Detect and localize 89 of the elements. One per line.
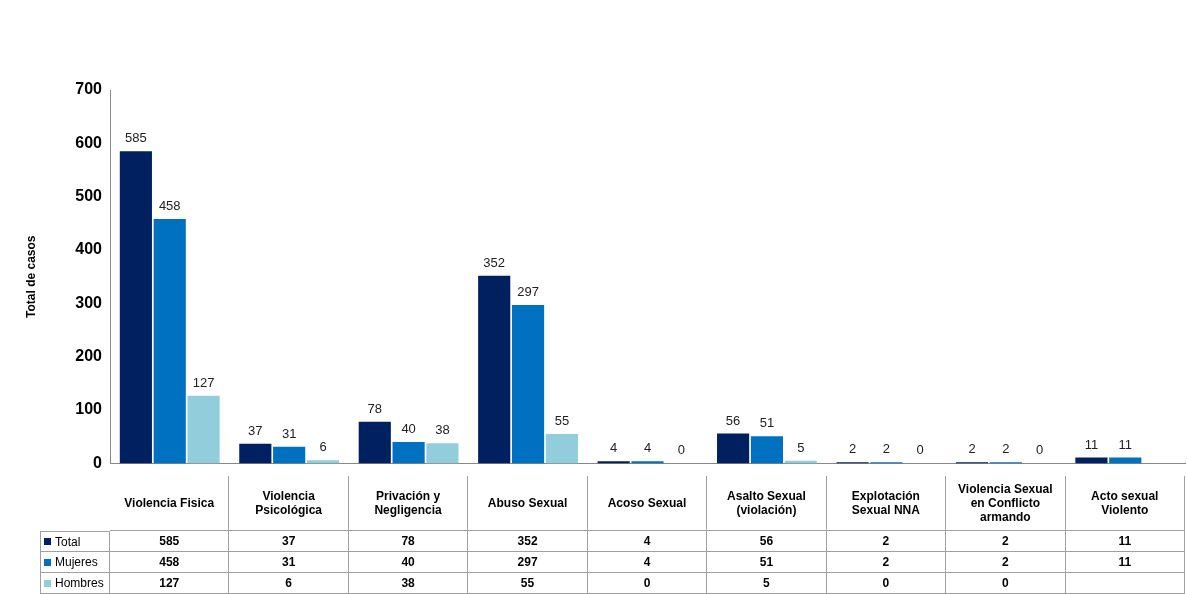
- annotation: 585: [125, 130, 147, 146]
- y-tick-label: 400: [75, 240, 103, 258]
- y-tick-label: 100: [75, 400, 103, 418]
- annotation: 11: [1084, 436, 1099, 452]
- bar: [153, 219, 186, 464]
- data-label: 11: [1065, 552, 1185, 573]
- bar: [119, 151, 152, 464]
- x-tick-label: Violencia Psicológica: [229, 476, 349, 531]
- annotation: 38: [435, 422, 450, 438]
- data-label: 2: [826, 552, 947, 573]
- annotation: 0: [677, 442, 685, 458]
- x-tick-label: Abuso Sexual: [468, 476, 588, 531]
- x-tick-label: Acto sexual Violento: [1065, 476, 1185, 531]
- annotation: 55: [554, 413, 570, 429]
- bar: [750, 436, 784, 464]
- data-label: 2: [946, 552, 1066, 573]
- y-tick-label: 0: [93, 453, 103, 471]
- annotation: 297: [517, 284, 539, 300]
- annotation: 127: [192, 374, 215, 390]
- y-tick-label: 500: [75, 187, 103, 205]
- annotation: 40: [401, 421, 416, 437]
- x-tick-label: Violencia Fisica: [110, 476, 230, 531]
- bar: [478, 275, 511, 464]
- legend-label: Mujeres: [55, 555, 98, 569]
- y-tick-label: 700: [75, 80, 103, 98]
- data-label: 6: [229, 573, 349, 594]
- bar: [597, 461, 630, 464]
- data-label: 55: [468, 573, 588, 594]
- data-label: 5: [707, 573, 827, 594]
- x-tick-label: Privación y Negligencia: [348, 476, 469, 531]
- annotation: 4: [643, 440, 652, 456]
- data-label: 37: [229, 531, 349, 552]
- data-label: 352: [468, 531, 588, 552]
- data-label: 585: [110, 531, 230, 552]
- y-tick-label: 600: [75, 133, 103, 151]
- y-axis-title: Total de casos: [23, 235, 38, 318]
- data-label: 0: [826, 573, 947, 594]
- bar: [511, 304, 545, 464]
- legend-label: Hombres: [55, 576, 104, 590]
- data-label: 40: [348, 552, 469, 573]
- data-label: 11: [1065, 531, 1185, 552]
- bar: [239, 443, 272, 464]
- annotation: 31: [281, 425, 297, 441]
- x-tick-label: Acoso Sexual: [587, 476, 708, 531]
- data-label: 51: [707, 552, 827, 573]
- annotation: 352: [483, 254, 506, 270]
- annotation: 11: [1118, 436, 1133, 452]
- annotation: 0: [916, 442, 924, 458]
- data-label: 56: [707, 531, 827, 552]
- legend-label: Total: [55, 534, 81, 549]
- bar: [187, 395, 220, 464]
- data-label: 38: [348, 573, 469, 594]
- data-label: 2: [826, 531, 947, 552]
- bar: [717, 433, 750, 464]
- annotation: 78: [367, 400, 382, 416]
- data-label: 4: [587, 552, 708, 573]
- data-label: 127: [110, 573, 230, 594]
- data-label: 297: [468, 552, 588, 573]
- data-label: 78: [348, 531, 469, 552]
- annotation: 56: [725, 412, 741, 428]
- bar: [545, 434, 578, 464]
- bar: [392, 442, 425, 464]
- bar: [306, 460, 340, 464]
- data-label: 4: [587, 531, 708, 552]
- data-label: 0: [946, 573, 1066, 594]
- bar: [426, 443, 459, 464]
- annotation: 6: [319, 439, 327, 455]
- bar: [358, 421, 391, 464]
- annotation: 2: [968, 441, 976, 457]
- y-tick-label: 300: [75, 293, 103, 311]
- data-label: 458: [110, 552, 230, 573]
- x-tick-label: Violencia Sexual en Conflicto armando: [946, 476, 1066, 531]
- annotation: 37: [248, 422, 263, 438]
- annotation: 5: [797, 439, 805, 455]
- annotation: 458: [158, 198, 181, 214]
- annotation: 4: [610, 440, 618, 456]
- annotation: 2: [882, 441, 891, 457]
- data-label: 31: [229, 552, 349, 573]
- annotation: 51: [759, 415, 775, 431]
- annotation: 2: [848, 441, 857, 457]
- bar: [273, 446, 306, 464]
- x-tick-label: Explotación Sexual NNA: [826, 476, 947, 531]
- data-label: 2: [946, 531, 1066, 552]
- data-label: 0: [587, 573, 708, 594]
- annotation: 0: [1036, 442, 1044, 458]
- bar: [631, 461, 664, 464]
- x-tick-label: Asalto Sexual (violación): [707, 476, 827, 531]
- y-tick-label: 200: [75, 347, 103, 365]
- annotation: 2: [1002, 441, 1010, 457]
